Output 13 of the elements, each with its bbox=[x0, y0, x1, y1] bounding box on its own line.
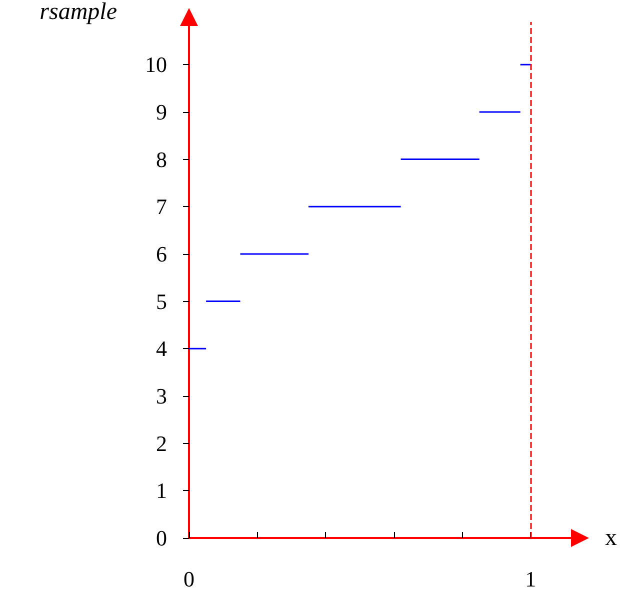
y-tick-label: 1 bbox=[156, 478, 167, 504]
y-tick-label: 3 bbox=[156, 383, 167, 408]
y-tick-label: 9 bbox=[156, 99, 167, 124]
y-tick-label: 6 bbox=[156, 241, 167, 266]
y-tick-label: 5 bbox=[156, 288, 167, 314]
y-tick-label: 7 bbox=[156, 194, 167, 220]
y-axis-title: rsample bbox=[40, 0, 118, 25]
y-tick-label: 0 bbox=[156, 526, 167, 550]
y-tick-label: 8 bbox=[156, 146, 167, 172]
x-axis-title: x bbox=[605, 525, 617, 551]
y-tick-label: 4 bbox=[156, 336, 167, 362]
y-tick-label: 10 bbox=[145, 52, 167, 78]
y-tick-label: 2 bbox=[156, 430, 167, 456]
